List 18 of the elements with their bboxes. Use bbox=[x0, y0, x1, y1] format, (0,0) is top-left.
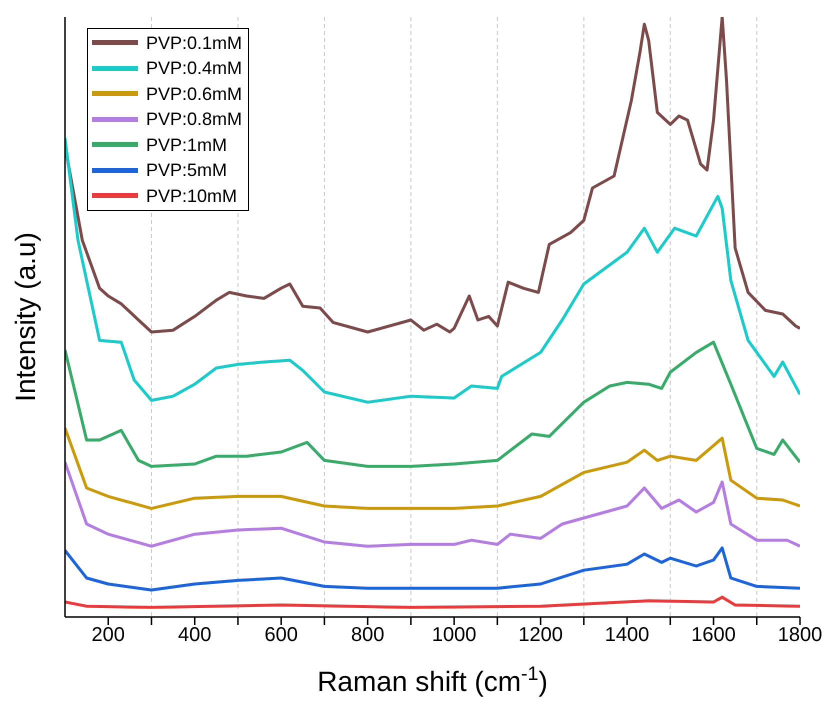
x-tick-label: 1400 bbox=[604, 624, 650, 646]
x-tick-label: 800 bbox=[350, 624, 384, 646]
x-tick-label: 1200 bbox=[518, 624, 563, 646]
x-tick-label: 1600 bbox=[691, 624, 736, 646]
y-axis-title: Intensity (a.u) bbox=[10, 232, 41, 402]
legend-label: PVP:1mM bbox=[146, 134, 228, 155]
legend-label: PVP:0.4mM bbox=[146, 58, 242, 78]
x-tick-label: 600 bbox=[264, 624, 298, 646]
legend-label: PVP:0.6mM bbox=[146, 84, 242, 104]
x-tick-label: 1000 bbox=[432, 624, 476, 646]
legend-label: PVP:10mM bbox=[146, 186, 238, 206]
legend-label: PVP:0.1mM bbox=[146, 32, 242, 53]
x-tick-label: 1800 bbox=[778, 624, 822, 646]
x-tick-label: 200 bbox=[92, 624, 125, 646]
legend-label: PVP:5mM bbox=[146, 160, 228, 180]
x-axis-title: Raman shift (cm$^{-1}$) bbox=[317, 663, 548, 697]
x-tick-label: 400 bbox=[178, 624, 212, 646]
legend-label: PVP:0.8mM bbox=[146, 109, 242, 130]
